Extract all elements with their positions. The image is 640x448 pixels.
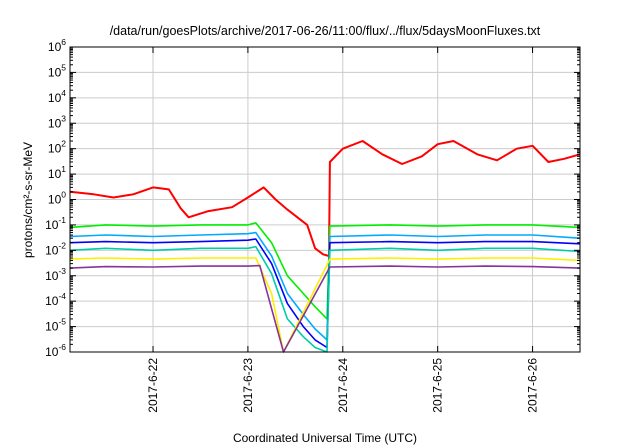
series-line [69,222,581,320]
y-tick-base: 10 [45,294,59,308]
series-line [69,257,581,353]
series-line [69,245,581,353]
x-tick-label: 2017-6-22 [146,358,160,413]
y-tick-exponent: -1 [58,215,66,225]
y-tick-base: 10 [48,116,62,130]
y-tick-label: 10-2 [45,240,66,257]
y-tick-exponent: 4 [61,88,66,98]
series-line [69,140,581,257]
y-tick-exponent: -5 [58,317,66,327]
y-tick-base: 10 [48,142,62,156]
y-tick-label: 103 [48,113,66,130]
x-tick-label: 2017-6-25 [431,358,445,413]
y-tick-label: 10-5 [45,317,66,334]
x-tick-label: 2017-6-23 [241,358,255,413]
y-tick-exponent: -3 [58,266,66,276]
y-tick-label: 10-3 [45,266,66,283]
y-tick-base: 10 [48,91,62,105]
chart-title: /data/run/goesPlots/archive/2017-06-26/1… [110,24,541,38]
x-axis-label: Coordinated Universal Time (UTC) [233,431,417,445]
y-tick-base: 10 [45,269,59,283]
y-tick-exponent: 3 [61,113,66,123]
y-tick-base: 10 [48,65,62,79]
y-tick-base: 10 [48,40,62,54]
series-group [69,140,581,353]
y-tick-label: 10-1 [45,215,66,232]
y-tick-label: 10-4 [45,291,66,308]
x-axis-ticks: 2017-6-22 2017-6-23 2017-6-24 2017-6-25 2017… [146,47,540,413]
y-tick-exponent: -2 [58,240,66,250]
y-tick-base: 10 [45,345,59,359]
y-tick-exponent: 1 [61,164,66,174]
y-tick-exponent: 2 [61,139,66,149]
y-tick-base: 10 [45,243,59,257]
y-tick-label: 101 [48,164,66,181]
grid [70,47,580,352]
y-tick-base: 10 [48,193,62,207]
y-tick-label: 102 [48,139,66,156]
y-tick-base: 10 [48,167,62,181]
y-tick-exponent: 0 [61,190,66,200]
y-tick-exponent: -6 [58,342,66,352]
y-tick-exponent: 5 [61,62,66,72]
y-tick-label: 10-6 [45,342,66,359]
series-line [69,264,581,353]
y-tick-label: 106 [48,37,66,54]
x-tick-label: 2017-6-26 [526,358,540,413]
y-tick-base: 10 [45,218,59,232]
y-axis-ticks: 10-610-510-410-310-210-11001011021031041… [45,37,580,359]
y-tick-label: 105 [48,62,66,79]
y-tick-exponent: 6 [61,37,66,47]
x-tick-label: 2017-6-24 [336,358,350,413]
y-tick-exponent: -4 [58,291,66,301]
y-tick-label: 100 [48,190,66,207]
series-line [69,238,581,349]
y-tick-label: 104 [48,88,66,105]
y-axis-label: protons/cm²-s-sr-MeV [21,142,35,258]
y-tick-base: 10 [45,320,59,334]
